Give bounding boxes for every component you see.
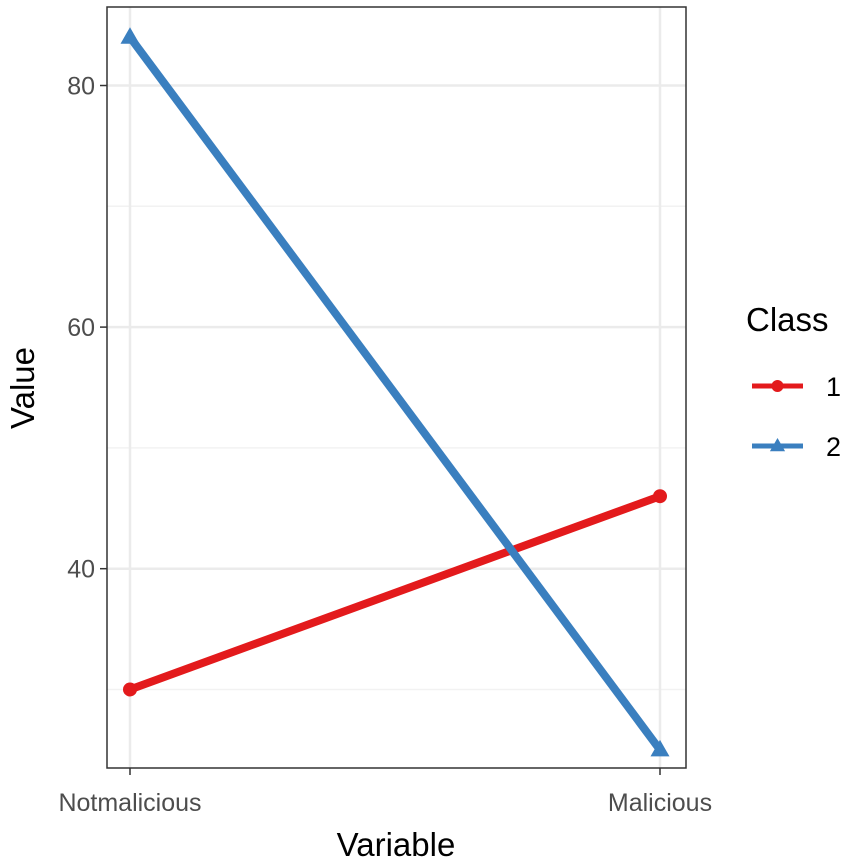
series-layer xyxy=(120,27,670,757)
series-line-2 xyxy=(126,34,664,753)
x-axis: Notmalicious Malicious xyxy=(58,768,712,817)
legend-title: Class xyxy=(746,301,829,338)
series-line-1 xyxy=(128,492,662,694)
legend-key-marker xyxy=(771,380,784,392)
y-tick-label: 40 xyxy=(67,556,95,584)
y-tick-label: 80 xyxy=(67,73,95,101)
series-point-1 xyxy=(123,682,137,697)
legend-item-1: 1 xyxy=(752,372,841,402)
series-point-2 xyxy=(120,27,140,44)
series-point-2 xyxy=(650,739,670,757)
legend: Class 1 2 xyxy=(746,301,841,462)
minor-gridlines xyxy=(107,205,686,691)
y-axis-title: Value xyxy=(4,347,41,429)
legend-label: 1 xyxy=(826,372,841,402)
legend-label: 2 xyxy=(826,432,841,462)
y-tick-label: 60 xyxy=(67,314,95,342)
y-axis: 40 60 80 xyxy=(67,73,107,584)
x-tick-label: Notmalicious xyxy=(58,789,201,817)
series-point-1 xyxy=(653,489,667,504)
major-gridlines xyxy=(107,7,686,768)
x-axis-title: Variable xyxy=(337,826,456,863)
legend-item-2: 2 xyxy=(752,432,841,462)
x-tick-label: Malicious xyxy=(608,789,712,817)
legend-key-marker xyxy=(769,438,786,452)
plot-panel-border xyxy=(106,6,687,769)
